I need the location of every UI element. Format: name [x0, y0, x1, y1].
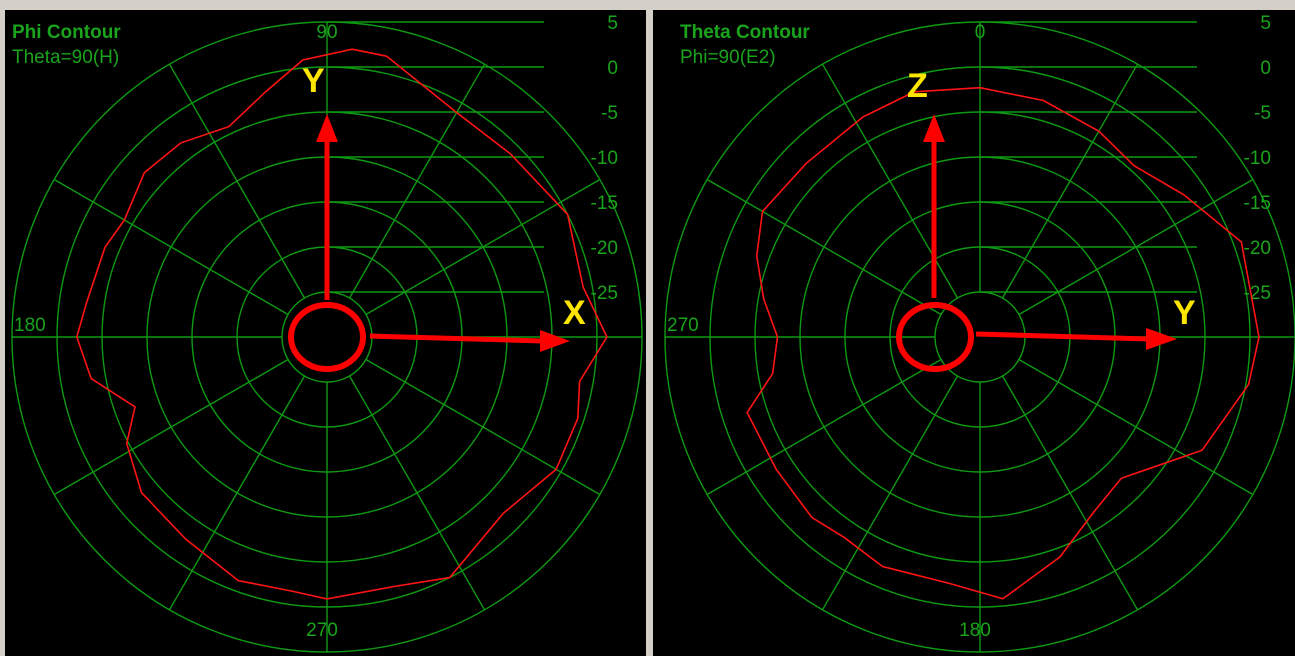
phi-contour-grid-spoke — [53, 178, 289, 316]
theta-contour-panel: Theta Contour Phi=90(E2) 0 270 180 5 0 -5 -… — [653, 10, 1295, 656]
theta-contour-up-axis-letter: Z — [907, 67, 928, 105]
theta-contour-trace — [746, 86, 1260, 600]
theta-contour-angle-label-bottom: 180 — [959, 620, 991, 641]
phi-contour-grid-spoke — [168, 375, 306, 611]
phi-contour-radial-tick-label: -15 — [591, 193, 618, 214]
phi-contour-grid-spoke — [348, 63, 486, 299]
phi-contour-grid-spoke — [365, 358, 601, 496]
phi-contour-grid-spoke — [53, 358, 289, 496]
phi-contour-angle-label-top: 90 — [316, 22, 337, 43]
phi-contour-panel: Phi Contour Theta=90(H) 90 180 270 5 0 -5 -… — [5, 10, 646, 656]
theta-contour-grid-spoke — [706, 358, 942, 496]
phi-contour-background — [5, 10, 646, 656]
phi-contour-title: Phi Contour — [12, 22, 121, 43]
theta-contour-grid-spoke — [821, 375, 959, 611]
phi-contour-radial-tick-label: -10 — [591, 148, 618, 169]
theta-contour-grid-spoke — [706, 178, 942, 316]
phi-contour-radial-tick-label: -20 — [591, 238, 618, 259]
phi-contour-radial-ticks: 5 0 -5 -10 -15 -20 -25 — [327, 13, 618, 304]
theta-contour-background — [653, 10, 1295, 656]
phi-contour-radial-tick-label: -25 — [591, 283, 618, 304]
theta-contour-radial-tick-label: -15 — [1244, 193, 1271, 214]
theta-contour-radial-tick-label: 0 — [1260, 58, 1271, 79]
theta-contour-radial-tick-label: -10 — [1244, 148, 1271, 169]
theta-contour-title: Theta Contour — [680, 22, 810, 43]
phi-contour-radial-tick-label: -5 — [601, 103, 618, 124]
theta-contour-origin-ring — [896, 302, 974, 372]
phi-contour-radial-tick-label: 5 — [607, 13, 618, 34]
phi-contour-right-arrow — [369, 333, 544, 344]
theta-contour-right-arrow — [975, 331, 1150, 342]
theta-contour-grid-spoke — [1001, 63, 1139, 299]
phi-contour-up-axis-letter: Y — [302, 62, 325, 100]
theta-contour-radial-tick-label: -20 — [1244, 238, 1271, 259]
phi-contour-angle-label-left: 180 — [14, 315, 46, 336]
phi-contour-grid-spoke — [348, 375, 486, 611]
theta-contour-radial-tick-label: -25 — [1244, 283, 1271, 304]
theta-contour-radial-tick-label: -5 — [1254, 103, 1271, 124]
theta-contour-right-axis-letter: Y — [1173, 294, 1196, 332]
theta-contour-radial-tick-label: 5 — [1260, 13, 1271, 34]
theta-contour-coordinate-overlay: Z Y — [896, 67, 1196, 372]
phi-contour-coordinate-overlay: Y X — [288, 62, 586, 372]
theta-contour-subtitle: Phi=90(E2) — [680, 47, 776, 68]
phi-contour-subtitle: Theta=90(H) — [12, 47, 119, 68]
theta-contour-angle-label-left: 270 — [667, 315, 699, 336]
phi-contour-right-axis-letter: X — [563, 294, 586, 332]
theta-contour-angle-label-top: 0 — [975, 22, 986, 43]
phi-contour-origin-ring — [288, 302, 366, 372]
phi-contour-grid-spoke — [168, 63, 306, 299]
theta-contour-grid-spoke — [1001, 375, 1139, 611]
phi-contour-up-arrowhead — [316, 114, 338, 142]
phi-contour-radial-tick-label: 0 — [607, 58, 618, 79]
phi-contour-trace — [75, 48, 608, 600]
theta-contour-up-arrowhead — [923, 114, 945, 142]
phi-contour-angle-label-bottom: 270 — [306, 620, 338, 641]
theta-contour-right-arrowhead — [1146, 328, 1177, 350]
theta-contour-grid-spoke — [1018, 358, 1254, 496]
phi-contour-right-arrowhead — [540, 330, 570, 352]
